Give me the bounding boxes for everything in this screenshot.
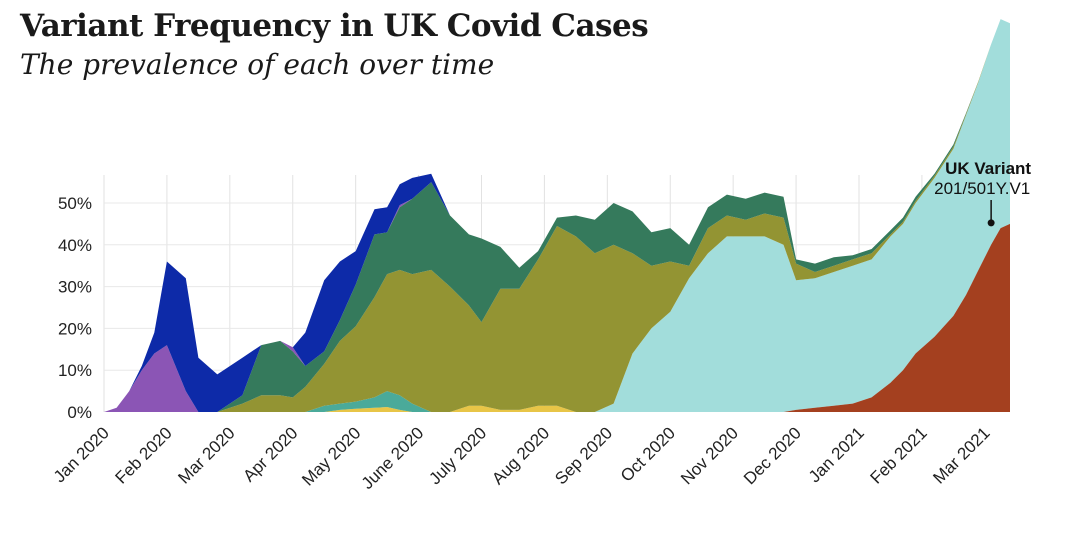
x-tick-label-10: Nov 2020 (677, 423, 742, 488)
y-tick-label-30: 30% (58, 278, 92, 297)
y-tick-label-0: 0% (67, 403, 92, 422)
chart-subtitle: The prevalence of each over time (20, 48, 495, 81)
x-tick-label-0: Jan 2020 (50, 423, 113, 486)
x-tick-label-14: Mar 2021 (929, 423, 993, 487)
y-tick-label-40: 40% (58, 236, 92, 255)
x-tick-label-6: July 2020 (425, 423, 490, 488)
x-tick-label-13: Feb 2021 (867, 423, 931, 487)
x-tick-label-11: Dec 2020 (740, 423, 805, 488)
series-area-uk-variant (104, 223, 1010, 412)
x-tick-label-1: Feb 2020 (112, 423, 176, 487)
y-tick-label-50: 50% (58, 194, 92, 213)
series-area-olive (104, 19, 1010, 412)
uk-variant-annotation-title: UK Variant (945, 159, 1031, 178)
x-tick-label-3: Apr 2020 (239, 423, 301, 485)
series-area-blue (104, 19, 1010, 412)
x-tick-label-2: Mar 2020 (174, 423, 238, 487)
x-tick-label-9: Oct 2020 (617, 423, 679, 485)
x-tick-label-7: Aug 2020 (488, 423, 553, 488)
chart-title: Variant Frequency in UK Covid Cases (20, 8, 649, 44)
y-tick-label-20: 20% (58, 319, 92, 338)
y-tick-label-10: 10% (58, 361, 92, 380)
uk-variant-annotation-dot (987, 219, 995, 227)
series-area-light-blue (104, 19, 1010, 412)
x-tick-label-4: May 2020 (298, 423, 364, 489)
x-tick-label-8: Sep 2020 (551, 423, 616, 488)
x-tick-label-5: June 2020 (358, 423, 428, 493)
uk-variant-annotation-subtitle: 201/501Y.V1 (934, 179, 1030, 198)
x-tick-label-12: Jan 2021 (805, 423, 868, 486)
